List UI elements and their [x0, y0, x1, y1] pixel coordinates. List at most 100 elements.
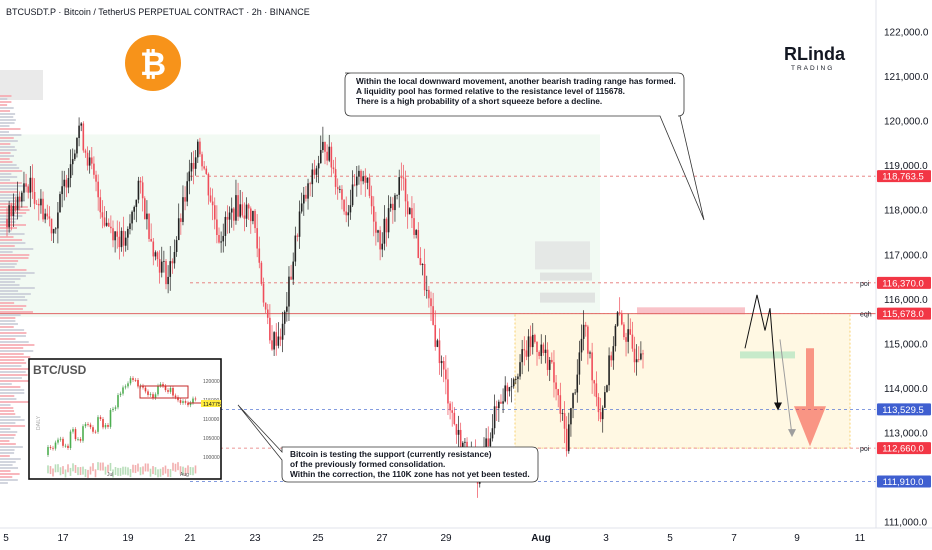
- candle-body: [271, 340, 273, 350]
- candle-body: [570, 408, 572, 425]
- annotation-top-line-1: Within the local downward movement, anot…: [356, 76, 676, 86]
- candle-body: [237, 195, 239, 217]
- candle-body: [563, 413, 566, 429]
- candle-body: [345, 211, 347, 216]
- annotation-bottom-line-1: Bitcoin is testing the support (currentl…: [290, 449, 492, 459]
- x-tick-8: Aug: [531, 533, 550, 544]
- candle-body: [582, 324, 585, 339]
- candle-body: [290, 276, 292, 280]
- y-tick-1: 121,000.0: [884, 72, 929, 83]
- candle-body: [131, 211, 133, 224]
- candle-body: [16, 196, 19, 210]
- candle-body: [358, 170, 360, 177]
- candle-body: [398, 177, 400, 195]
- candle-body: [375, 221, 377, 233]
- candle-body: [372, 206, 375, 222]
- candle-body: [538, 352, 540, 357]
- candle-body: [305, 194, 307, 199]
- brand-logo-name: RLinda: [784, 44, 846, 64]
- candle-body: [612, 346, 615, 361]
- level-tag-4: poi: [860, 446, 870, 453]
- candle-body: [500, 401, 502, 404]
- candle-body: [133, 206, 135, 212]
- x-tick-10: 5: [667, 533, 673, 544]
- forecast-line: [744, 294, 779, 409]
- candle-body: [404, 178, 407, 202]
- forecast-alt-line: [779, 339, 793, 436]
- candle-body: [86, 152, 89, 166]
- candle-body: [396, 194, 398, 196]
- candle-body: [114, 231, 116, 241]
- candle-body: [317, 163, 320, 169]
- candle-body: [243, 215, 246, 219]
- inset-xtick-aug: Aug: [180, 472, 189, 478]
- candle-body: [637, 359, 640, 361]
- candle-body: [542, 344, 545, 353]
- candle-body: [487, 438, 490, 447]
- candle-body: [608, 355, 610, 386]
- candle-body: [254, 210, 256, 229]
- candle-body: [177, 218, 180, 241]
- candle-body: [495, 406, 498, 409]
- candle-body: [377, 230, 379, 233]
- candle-body: [180, 218, 182, 222]
- candle-body: [589, 352, 591, 354]
- candle-body: [281, 323, 284, 340]
- level-label-bg-3: [877, 403, 931, 416]
- candle-body: [489, 438, 492, 447]
- candle-body: [531, 334, 534, 348]
- candle-body: [163, 261, 165, 262]
- candle-body: [135, 199, 138, 207]
- candle-body: [523, 349, 526, 351]
- candle-body: [80, 123, 82, 126]
- candle-body: [273, 332, 275, 350]
- candle-body: [464, 441, 466, 443]
- candle-body: [610, 355, 612, 361]
- candle-body: [18, 196, 21, 202]
- candle-body: [623, 324, 625, 338]
- candle-body: [517, 376, 519, 380]
- level-label-bg-2: [877, 307, 931, 320]
- candle-body: [186, 181, 188, 202]
- candle-body: [381, 243, 384, 250]
- candle-body: [341, 189, 343, 200]
- candle-body: [152, 241, 155, 257]
- candle-body: [351, 184, 354, 206]
- candle-body: [451, 410, 453, 413]
- candle-body: [339, 189, 341, 190]
- level-label-bg-4: [877, 442, 931, 455]
- candle-body: [510, 386, 513, 388]
- candle-body: [292, 261, 294, 280]
- candle-body: [150, 238, 152, 242]
- candle-body: [235, 195, 237, 221]
- candle-body: [288, 276, 290, 307]
- candle-body: [169, 261, 172, 277]
- candle-body: [491, 428, 494, 439]
- candle-body: [364, 176, 367, 183]
- candle-body: [349, 205, 352, 213]
- candle-body: [559, 395, 562, 414]
- candle-body: [110, 226, 112, 229]
- candle-body: [286, 306, 288, 312]
- candle-body: [103, 217, 106, 226]
- candle-body: [239, 204, 241, 217]
- level-label-3: 113,529.5: [882, 405, 924, 416]
- candle-body: [84, 150, 87, 153]
- candle-body: [366, 177, 369, 183]
- candle-body: [27, 186, 29, 193]
- x-tick-7: 29: [440, 533, 452, 544]
- candle-body: [313, 169, 316, 175]
- candle-body: [440, 361, 443, 364]
- candle-body: [137, 180, 140, 200]
- candle-body: [438, 340, 441, 364]
- candle-body: [328, 146, 331, 161]
- candle-body: [633, 348, 636, 363]
- candle-body: [406, 201, 409, 215]
- candle-body: [553, 362, 555, 383]
- x-axis: 5 17 19 21 23 25 27 29 Aug 3 5 7 9 11: [0, 527, 932, 544]
- candle-body: [31, 177, 34, 193]
- candle-body: [194, 157, 197, 169]
- candle-body: [616, 312, 619, 326]
- candle-body: [8, 205, 10, 228]
